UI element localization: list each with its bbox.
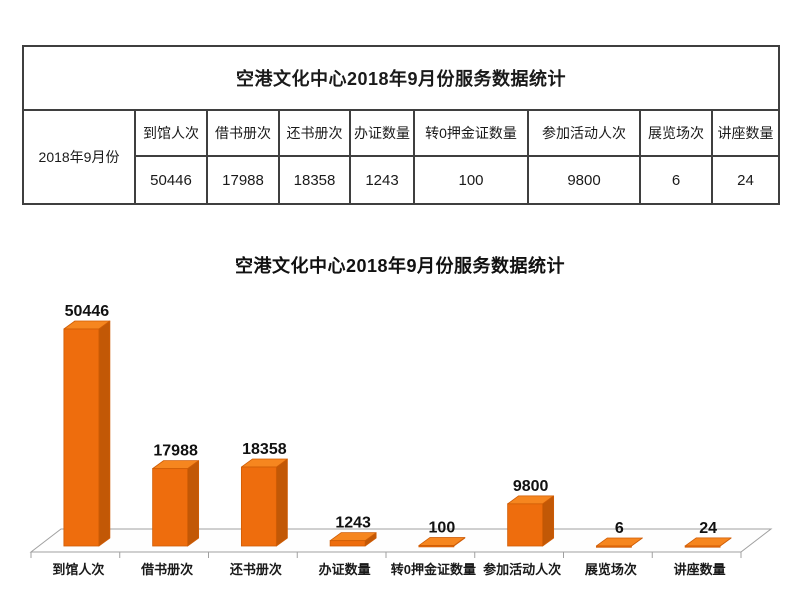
x-axis-label: 参加活动人次 [483, 562, 561, 577]
bar-value-label: 9800 [513, 478, 549, 495]
x-axis-label: 讲座数量 [674, 562, 726, 577]
bar-front-face [418, 545, 455, 548]
table-value-cell: 24 [710, 155, 781, 205]
table-header-cell: 到馆人次 [134, 109, 208, 157]
table-value-cell: 100 [413, 155, 529, 205]
table-row-label: 2018年9月份 [22, 109, 136, 205]
table-header-row: 2018年9月份 到馆人次 借书册次 还书册次 办证数量 转0押金证数量 参加活… [22, 109, 781, 205]
chart-title: 空港文化中心2018年9月份服务数据统计 [234, 256, 566, 276]
x-axis-label: 还书册次 [229, 562, 282, 577]
bar-side-face [542, 495, 555, 547]
table-value-cell: 50446 [134, 155, 208, 205]
table-header-cell: 讲座数量 [710, 109, 781, 157]
table-header-cell: 借书册次 [206, 109, 280, 157]
bar-side-face [98, 320, 111, 547]
chart-floor [29, 528, 773, 553]
table-value-row: 50446 17988 18358 1243 100 9800 6 24 [23, 155, 781, 205]
bar-front-face [63, 328, 100, 547]
table-value-cell: 17988 [206, 155, 280, 205]
bar-front-face [240, 466, 277, 547]
bar-value-label: 18358 [242, 441, 287, 458]
table-header-cell: 还书册次 [278, 109, 351, 157]
bar-front-face [329, 540, 366, 547]
x-axis-label: 借书册次 [140, 562, 193, 577]
bar-value-label: 1243 [335, 515, 371, 532]
stats-table: 空港文化中心2018年9月份服务数据统计 2018年9月份 到馆人次 借书册次 … [21, 45, 781, 205]
table-header-cell: 办证数量 [349, 109, 415, 157]
bar-front-face [507, 503, 544, 547]
bar-value-label: 100 [429, 520, 456, 537]
table-header-cell: 转0押金证数量 [413, 109, 529, 157]
bar-value-label: 6 [615, 520, 624, 537]
table-title: 空港文化中心2018年9月份服务数据统计 [21, 45, 781, 111]
x-axis-label: 办证数量 [319, 562, 371, 577]
bar-value-label: 17988 [153, 443, 198, 460]
x-axis-label: 转0押金证数量 [391, 562, 476, 577]
table-value-cell: 9800 [527, 155, 641, 205]
table-value-cell: 6 [639, 155, 713, 205]
table-header-cell: 参加活动人次 [527, 109, 641, 157]
bar-front-face [595, 545, 632, 548]
table-header-cell: 展览场次 [639, 109, 713, 157]
bar-value-label: 50446 [65, 303, 110, 320]
bar-chart-canvas: 50446 到馆人次 17988 借书册次 18358 还书册次 1243 办证数量 100 转0… [29, 303, 773, 577]
table-title-row: 空港文化中心2018年9月份服务数据统计 [21, 45, 781, 111]
bar-side-face [275, 458, 288, 547]
table-value-cell: 1243 [349, 155, 415, 205]
x-axis-label: 展览场次 [585, 562, 637, 577]
table-value-cell: 18358 [278, 155, 351, 205]
bar-front-face [684, 545, 721, 548]
bar-side-face [187, 460, 200, 547]
x-axis-label: 到馆人次 [52, 562, 104, 577]
bar-front-face [152, 468, 189, 547]
bar-value-label: 24 [699, 520, 717, 537]
